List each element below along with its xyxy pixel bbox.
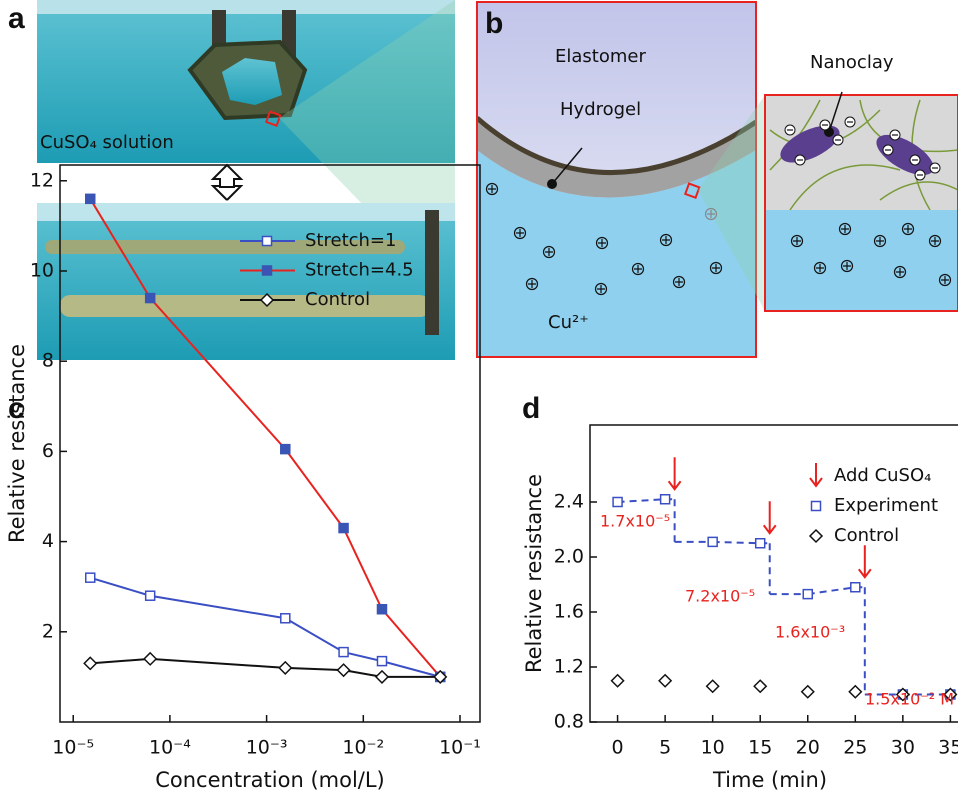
marker <box>812 502 821 511</box>
marker <box>263 237 272 246</box>
hydrogel-label: Hydrogel <box>560 99 641 120</box>
legend-label: Stretch=1 <box>305 230 396 251</box>
y-tick-label: 4 <box>42 530 54 552</box>
marker <box>851 583 860 592</box>
y-axis-label: Relative resistance <box>522 474 546 673</box>
x-tick-label: 35 <box>938 737 958 759</box>
elastomer-label: Elastomer <box>555 46 646 67</box>
clamp <box>425 210 439 335</box>
marker <box>659 675 671 687</box>
x-tick-label: 15 <box>748 737 772 759</box>
marker <box>803 590 812 599</box>
panel-a: CuSO₄ solution a <box>8 0 455 360</box>
photo-bottom <box>37 203 455 360</box>
step-segment <box>713 542 761 543</box>
y-tick-label: 8 <box>42 350 54 372</box>
marker <box>281 445 290 454</box>
annotation: 7.2x10⁻⁵ <box>685 587 755 606</box>
series-line <box>90 578 440 677</box>
marker <box>146 294 155 303</box>
annotation: 1.5x10⁻² M <box>865 690 954 709</box>
x-tick-label: 20 <box>796 737 820 759</box>
marker <box>754 680 766 692</box>
y-tick-label: 1.6 <box>554 601 584 623</box>
marker <box>144 653 156 665</box>
step-segment <box>808 587 856 594</box>
y-tick-label: 6 <box>42 440 54 462</box>
water-surface <box>37 0 455 14</box>
y-tick-label: 2 <box>42 620 54 642</box>
marker <box>802 686 814 698</box>
marker <box>810 530 822 542</box>
marker <box>613 498 622 507</box>
y-tick-label: 2.4 <box>554 491 584 513</box>
x-tick-label: 10⁻³ <box>246 737 288 759</box>
marker <box>339 524 348 533</box>
figure: CuSO₄ solution a Elastom <box>0 0 958 793</box>
x-tick-label: 10 <box>701 737 725 759</box>
x-tick-label: 10⁻¹ <box>439 737 481 759</box>
x-tick-label: 25 <box>843 737 867 759</box>
panel-b: Elastomer Hydrogel Cu²⁺ Nanoclay b <box>477 2 958 357</box>
marker <box>86 573 95 582</box>
x-axis-label: Concentration (mol/L) <box>155 768 385 792</box>
marker <box>377 605 386 614</box>
legend-arrow <box>810 463 822 486</box>
event-arrow <box>859 545 871 577</box>
event-arrow <box>764 501 776 533</box>
marker <box>146 591 155 600</box>
marker <box>707 680 719 692</box>
marker <box>661 495 670 504</box>
solution-label: CuSO₄ solution <box>40 132 174 153</box>
nanoclay-label: Nanoclay <box>810 52 894 73</box>
step-segment <box>618 499 666 502</box>
legend-label: Add CuSO₄ <box>834 465 931 486</box>
marker <box>377 657 386 666</box>
x-tick-label: 10⁻⁴ <box>149 737 191 759</box>
x-tick-label: 10⁻⁵ <box>52 737 94 759</box>
legend-label: Experiment <box>834 495 938 516</box>
y-tick-label: 0.8 <box>554 711 584 733</box>
x-tick-label: 5 <box>659 737 671 759</box>
panel-label: a <box>8 2 25 35</box>
legend-label: Control <box>834 525 899 546</box>
marker <box>376 671 388 683</box>
marker <box>279 662 291 674</box>
x-tick-label: 10⁻² <box>342 737 384 759</box>
legend-label: Control <box>305 289 370 310</box>
pointer-dot <box>547 179 557 189</box>
y-tick-label: 1.2 <box>554 656 584 678</box>
panel-label: d <box>522 392 540 425</box>
y-tick-label: 10 <box>30 259 54 281</box>
stretched-gel <box>60 295 430 317</box>
marker <box>86 194 95 203</box>
water-surface <box>37 203 455 221</box>
switch-arrow <box>213 165 241 200</box>
legend-label: Stretch=4.5 <box>305 260 414 281</box>
panel-label: b <box>485 7 503 40</box>
marker <box>281 614 290 623</box>
y-tick-label: 2.0 <box>554 546 584 568</box>
y-tick-label: 12 <box>30 169 54 191</box>
annotation: 1.7x10⁻⁵ <box>600 512 670 531</box>
marker <box>849 686 861 698</box>
event-arrow <box>669 457 681 489</box>
marker <box>263 266 272 275</box>
y-axis-label: Relative resistance <box>5 344 29 543</box>
chart-d: 0 5 10 15 20 25 30 35 0.8 1.2 1.6 2.0 2.4 Time (min) R… <box>522 425 958 792</box>
marker <box>338 664 350 676</box>
marker <box>756 539 765 548</box>
marker <box>84 657 96 669</box>
marker <box>339 648 348 657</box>
x-axis-label: Time (min) <box>712 768 827 792</box>
annotation: 1.6x10⁻³ <box>775 623 845 642</box>
ion-label: Cu²⁺ <box>548 312 589 333</box>
marker <box>708 537 717 546</box>
zoom-solution <box>765 210 958 311</box>
x-tick-label: 30 <box>891 737 915 759</box>
series-line <box>90 659 440 677</box>
marker <box>612 675 624 687</box>
x-tick-label: 0 <box>612 737 624 759</box>
